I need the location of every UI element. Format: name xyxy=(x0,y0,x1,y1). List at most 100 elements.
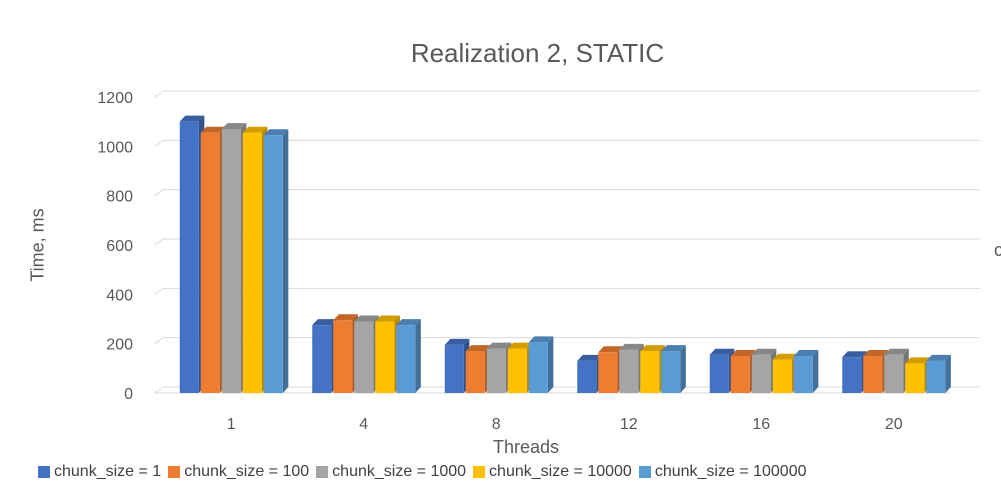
x-tick-label: 1 xyxy=(227,416,236,433)
bar xyxy=(200,132,220,393)
gridline xyxy=(154,189,980,197)
legend-swatch xyxy=(638,466,651,478)
legend-label: chunk_size = 1 xyxy=(54,463,162,480)
bar-top xyxy=(444,338,470,345)
bar xyxy=(863,356,883,393)
bar-top xyxy=(179,115,205,122)
bar-top xyxy=(926,354,951,361)
bar xyxy=(465,351,485,393)
legend-item: chunk_size = 1000 xyxy=(316,463,466,481)
bar-top xyxy=(598,346,623,353)
bar-top xyxy=(619,343,644,350)
y-tick-label: 400 xyxy=(106,287,133,304)
legend-swatch xyxy=(316,466,329,478)
bar xyxy=(354,321,374,393)
bar-top xyxy=(863,350,888,356)
legend-swatch xyxy=(168,466,181,478)
bar-top xyxy=(486,342,512,349)
bar-side xyxy=(415,319,421,393)
bar xyxy=(486,348,506,393)
bar xyxy=(333,320,353,393)
bar xyxy=(793,356,813,393)
bar xyxy=(263,135,283,393)
bar-top xyxy=(375,315,400,322)
bar xyxy=(709,354,729,393)
bar xyxy=(375,321,395,393)
bar-top xyxy=(577,354,602,361)
y-tick-label: 0 xyxy=(124,386,133,403)
bar-top xyxy=(730,350,756,356)
gridline xyxy=(154,90,980,98)
bar xyxy=(751,354,771,393)
bar-side xyxy=(282,129,289,393)
bar xyxy=(598,352,618,393)
bar-top xyxy=(884,348,909,355)
bar xyxy=(905,363,925,393)
legend-label: chunk_size = 100000 xyxy=(654,463,807,480)
bar xyxy=(842,357,862,393)
y-tick-label: 1000 xyxy=(97,139,133,156)
y-tick-label: 600 xyxy=(106,238,133,255)
bar-side xyxy=(812,350,819,393)
bar xyxy=(179,121,199,394)
bar xyxy=(528,342,548,393)
y-tick-label: 200 xyxy=(106,337,133,354)
bar-top xyxy=(842,351,867,358)
x-tick-label: 20 xyxy=(885,416,903,433)
bar-top xyxy=(507,342,533,349)
gridline xyxy=(154,287,980,295)
bar xyxy=(884,354,904,393)
bar xyxy=(730,356,750,393)
bar-top xyxy=(312,319,337,326)
bar-top xyxy=(751,348,777,355)
bar xyxy=(661,351,681,393)
legend-item: chunk_size = 100000 xyxy=(638,463,807,481)
bar xyxy=(640,351,660,393)
legend-swatch xyxy=(473,466,486,478)
y-tick-label: 800 xyxy=(106,189,133,206)
bar-top xyxy=(465,345,491,352)
bar xyxy=(619,349,639,393)
bar-top xyxy=(793,350,819,356)
bar-top xyxy=(905,357,930,364)
bar-top xyxy=(221,123,247,130)
bar-top xyxy=(772,353,798,360)
bar-top xyxy=(661,345,686,352)
bar xyxy=(396,325,416,393)
bar xyxy=(444,344,464,393)
bar-side xyxy=(945,354,951,393)
bar-top xyxy=(528,336,554,343)
gridline xyxy=(154,238,980,246)
bar xyxy=(772,359,792,393)
legend-item: chunk_size = 1 xyxy=(38,463,161,481)
gridline xyxy=(154,337,980,345)
x-axis-title: Threads xyxy=(492,437,560,457)
bar xyxy=(312,325,332,393)
x-tick-label: 16 xyxy=(752,416,770,433)
legend-label: chunk_size = 1000 xyxy=(332,463,467,480)
bar xyxy=(577,360,597,393)
legend-item: chunk_size = 10000 xyxy=(473,463,632,481)
bar xyxy=(221,129,241,394)
bar-top xyxy=(709,348,735,355)
x-tick-label: 4 xyxy=(359,416,368,433)
clipped-text-fragment: c xyxy=(994,240,1001,260)
legend-label: chunk_size = 100 xyxy=(184,463,310,480)
x-tick-label: 8 xyxy=(492,416,501,433)
legend-label: chunk_size = 10000 xyxy=(489,463,632,480)
legend: chunk_size = 1 chunk_size = 100 chunk_si… xyxy=(38,463,814,481)
bar-top xyxy=(396,319,421,326)
bar-side xyxy=(680,345,686,393)
legend-item: chunk_size = 100 xyxy=(168,463,309,481)
bar-top xyxy=(263,129,289,136)
bar-top xyxy=(354,315,379,322)
bar-top xyxy=(200,126,226,133)
y-tick-label: 1200 xyxy=(97,90,133,107)
bar xyxy=(926,360,946,393)
legend-swatch xyxy=(38,466,50,478)
bar-side xyxy=(547,336,554,393)
x-tick-label: 12 xyxy=(620,416,638,433)
bar-top xyxy=(242,126,268,133)
